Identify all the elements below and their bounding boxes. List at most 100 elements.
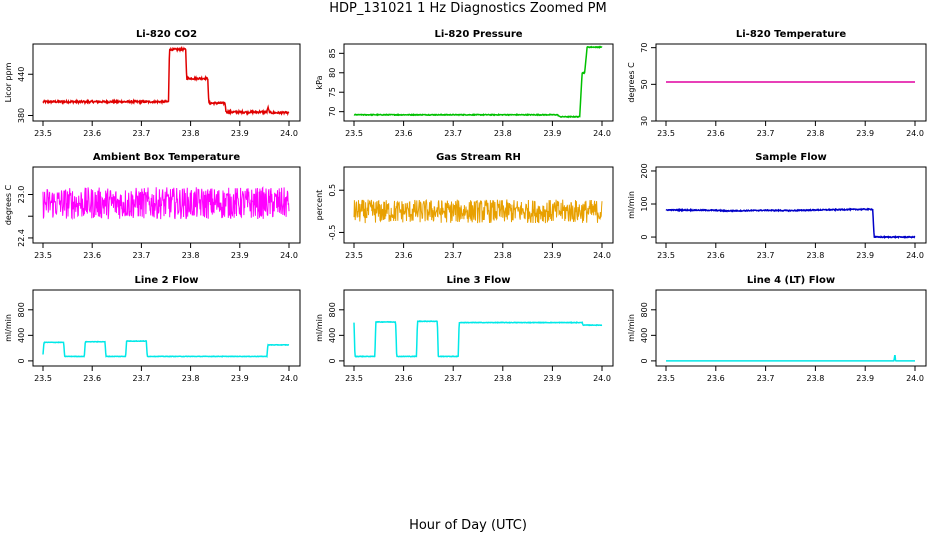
x-tick-label: 23.6	[395, 251, 413, 260]
x-tick-label: 23.8	[494, 129, 512, 138]
x-tick-label: 24.0	[593, 129, 611, 138]
x-tick-label: 23.8	[182, 251, 200, 260]
chart-panel-1: Li-820 CO2 Licor ppm 23.5 23.6 23.7 23.8 23.9 2…	[4, 29, 301, 138]
x-tick-label: 23.8	[182, 374, 200, 383]
x-tick-label: 23.5	[345, 251, 363, 260]
x-tick-label: 23.5	[345, 374, 363, 383]
x-tick-label: 23.9	[856, 251, 874, 260]
y-axis-label: degrees C	[4, 184, 13, 225]
x-tick-label: 24.0	[906, 374, 924, 383]
x-tick-label: 23.8	[494, 251, 512, 260]
chart-panel-8: Line 3 Flow ml/min 23.5 23.6 23.7 23.8 23.9 24.…	[315, 275, 614, 383]
x-tick-label: 24.0	[280, 251, 298, 260]
x-tick-label: 23.9	[543, 374, 561, 383]
chart-title: Ambient Box Temperature	[93, 152, 240, 163]
plot-frame	[343, 43, 614, 122]
x-tick-label: 23.8	[806, 374, 824, 383]
y-tick-label: 70	[640, 43, 649, 53]
x-tick-label: 23.5	[34, 374, 52, 383]
series-line	[666, 355, 915, 362]
y-tick-label: 800	[328, 302, 337, 317]
x-tick-label: 23.8	[494, 374, 512, 383]
y-tick-label: 800	[640, 302, 649, 317]
chart-title: Li-820 Temperature	[736, 29, 846, 40]
x-tick-label: 23.9	[856, 374, 874, 383]
x-tick-label: 23.6	[395, 129, 413, 138]
x-tick-label: 23.9	[856, 129, 874, 138]
series-line	[42, 186, 290, 221]
series-line	[353, 198, 603, 224]
x-tick-label: 23.9	[543, 129, 561, 138]
y-tick-label: 400	[328, 328, 337, 343]
x-tick-label: 23.6	[707, 374, 725, 383]
x-tick-label: 23.6	[83, 129, 101, 138]
x-tick-label: 23.9	[231, 129, 249, 138]
x-tick-label: 23.9	[231, 251, 249, 260]
x-tick-label: 23.5	[345, 129, 363, 138]
x-tick-label: 23.7	[444, 251, 462, 260]
x-tick-label: 23.7	[757, 374, 775, 383]
y-tick-label: 85	[328, 48, 337, 58]
y-tick-label: 0	[640, 235, 649, 240]
x-tick-label: 24.0	[593, 374, 611, 383]
x-tick-label: 23.5	[657, 374, 675, 383]
x-tick-label: 24.0	[280, 129, 298, 138]
plot-frame	[343, 289, 614, 367]
x-tick-label: 24.0	[906, 251, 924, 260]
x-tick-label: 23.7	[444, 374, 462, 383]
series-line	[42, 339, 290, 358]
x-tick-label: 23.8	[182, 129, 200, 138]
plot-frame	[655, 166, 927, 244]
y-tick-label: 800	[17, 302, 26, 317]
x-tick-label: 23.5	[657, 129, 675, 138]
y-tick-label: 80	[328, 68, 337, 78]
chart-title: Line 4 (LT) Flow	[747, 275, 835, 286]
x-tick-label: 23.7	[132, 374, 150, 383]
x-tick-label: 23.6	[707, 251, 725, 260]
y-tick-label: 50	[640, 79, 649, 89]
chart-panel-7: Line 2 Flow ml/min 23.5 23.6 23.7 23.8 23.9 24.…	[4, 275, 301, 383]
y-tick-label: 200	[640, 163, 649, 178]
plot-frame	[655, 43, 927, 122]
x-tick-label: 24.0	[280, 374, 298, 383]
y-axis-label: kPa	[315, 75, 324, 89]
x-tick-label: 23.7	[757, 251, 775, 260]
y-tick-label: 0.5	[328, 184, 337, 197]
chart-title: Gas Stream RH	[436, 152, 521, 163]
y-axis-label: percent	[315, 190, 324, 221]
x-tick-label: 23.6	[395, 374, 413, 383]
x-tick-label: 23.7	[757, 129, 775, 138]
x-tick-label: 23.5	[34, 129, 52, 138]
chart-panel-5: Gas Stream RH percent 23.5 23.6 23.7 23.8 23.9…	[315, 152, 614, 260]
chart-panel-2: Li-820 Pressure kPa 23.5 23.6 23.7 23.8 23.9 24…	[315, 29, 614, 138]
y-tick-label: 100	[640, 196, 649, 211]
y-tick-label: 23.0	[17, 186, 26, 204]
x-tick-label: 23.7	[444, 129, 462, 138]
x-tick-label: 23.5	[34, 251, 52, 260]
x-axis-label: Hour of Day (UTC)	[409, 518, 527, 533]
y-tick-label: 400	[640, 328, 649, 343]
y-tick-label: 0	[17, 358, 26, 363]
x-tick-label: 23.5	[657, 251, 675, 260]
series-line	[665, 207, 916, 240]
series-line	[353, 45, 603, 119]
x-tick-label: 23.6	[83, 374, 101, 383]
y-axis-label: ml/min	[627, 191, 636, 219]
y-axis-label: ml/min	[315, 314, 324, 342]
y-axis-label: ml/min	[4, 314, 13, 342]
series-line	[353, 320, 603, 358]
y-axis-label: Licor ppm	[4, 62, 13, 102]
chart-panel-9: Line 4 (LT) Flow ml/min 23.5 23.6 23.7 23.8 23…	[627, 275, 927, 383]
y-tick-label: 400	[17, 328, 26, 343]
chart-title: Line 2 Flow	[135, 275, 199, 286]
x-tick-label: 23.6	[707, 129, 725, 138]
y-tick-label: 22.4	[17, 229, 26, 247]
plot-frame	[655, 289, 927, 367]
series-line	[42, 45, 290, 117]
x-tick-label: 23.7	[132, 251, 150, 260]
x-tick-label: 23.6	[83, 251, 101, 260]
x-tick-label: 23.8	[806, 251, 824, 260]
y-tick-label: 440	[17, 67, 26, 82]
y-axis-label: ml/min	[627, 314, 636, 342]
